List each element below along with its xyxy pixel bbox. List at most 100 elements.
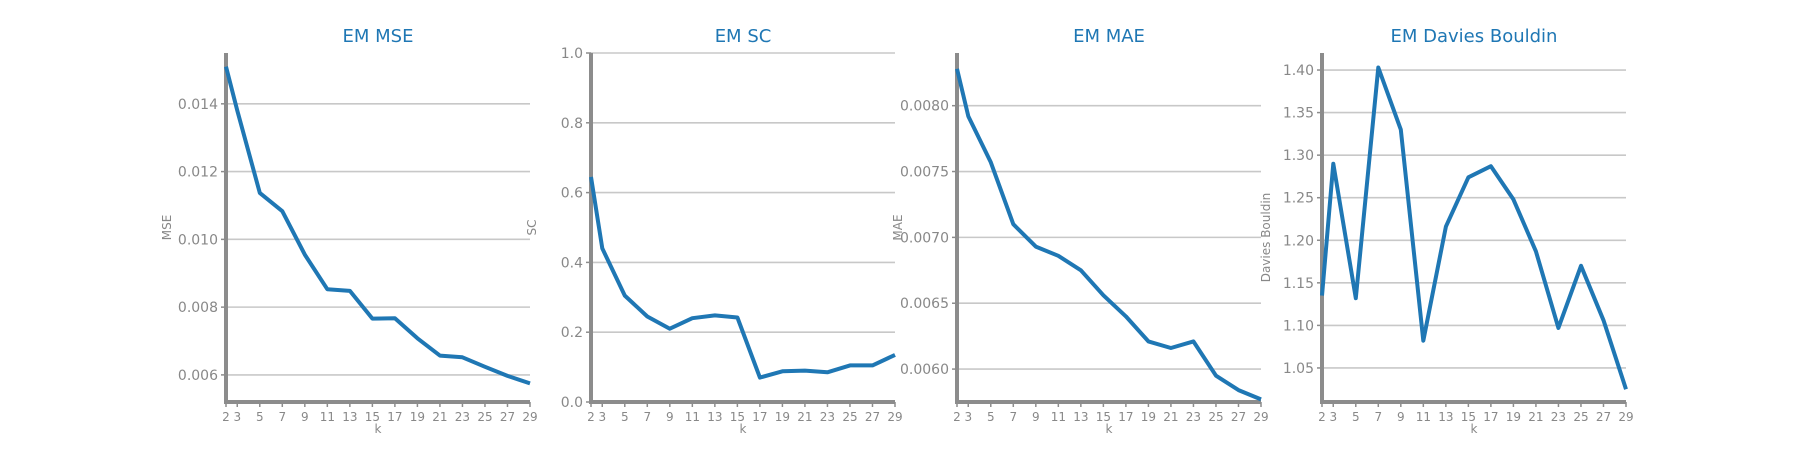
x-tick-label: 25 — [1208, 410, 1223, 424]
x-tick-label: 11 — [685, 410, 700, 424]
x-tick-label: 9 — [301, 410, 309, 424]
series-line — [589, 176, 896, 380]
chart-panel-3: 0.0060 0.0065 0.0070 0.0075 0.0080 2 3 5 7 9 11 13 1… — [891, 26, 1269, 436]
y-tick-label: 0.008 — [178, 300, 218, 316]
y-tick-label: 0.4 — [561, 255, 583, 271]
x-tick-label: 3 — [964, 410, 972, 424]
x-tick-label: 21 — [432, 410, 447, 424]
y-tick-label: 0.0080 — [900, 99, 949, 115]
y-tick-label: 1.15 — [1283, 276, 1314, 292]
y-axis-label: SC — [525, 220, 539, 236]
x-tick-label: 19 — [775, 410, 790, 424]
x-tick-label: 3 — [1329, 410, 1337, 424]
chart-title: EM SC — [715, 26, 772, 47]
y-tick-label: 1.20 — [1283, 233, 1314, 249]
x-tick-label: 29 — [522, 410, 537, 424]
y-tick-label: 0.6 — [561, 186, 583, 202]
series-line — [224, 66, 531, 386]
y-tick-label: 0.010 — [178, 232, 218, 248]
x-tick-label: 7 — [1009, 410, 1017, 424]
y-tick-label: 0.0065 — [900, 296, 949, 312]
x-tick-label: 23 — [1186, 410, 1201, 424]
series-line — [1320, 65, 1628, 390]
x-tick-label: 13 — [707, 410, 722, 424]
x-tick-label: 9 — [1397, 410, 1405, 424]
y-tick-label: 1.35 — [1283, 106, 1314, 122]
x-tick-label: 27 — [500, 410, 515, 424]
x-tick-label: 7 — [278, 410, 286, 424]
x-tick-label: 17 — [1483, 410, 1498, 424]
x-tick-label: 27 — [865, 410, 880, 424]
x-tick-label: 11 — [1051, 410, 1066, 424]
x-tick-label: 19 — [1506, 410, 1521, 424]
x-tick-label: 29 — [887, 410, 902, 424]
x-tick-label: 17 — [752, 410, 767, 424]
x-tick-label: 15 — [1461, 410, 1476, 424]
x-tick-label: 21 — [1163, 410, 1178, 424]
y-tick-label: 1.10 — [1283, 318, 1314, 334]
x-axis-label: k — [375, 422, 382, 436]
chart-panel-2: 0.0 0.2 0.4 0.6 0.8 1.0 2 3 5 7 9 11 13 15 17 19 21 23 25 2… — [525, 26, 903, 436]
y-tick-label: 1.05 — [1283, 361, 1314, 377]
y-tick-label: 0.2 — [561, 325, 583, 341]
x-tick-label: 29 — [1618, 410, 1633, 424]
x-tick-label: 2 — [222, 410, 230, 424]
y-tick-label: 0.0075 — [900, 165, 949, 181]
y-tick-label: 0.012 — [178, 165, 218, 181]
y-tick-label: 0.0 — [561, 395, 583, 411]
y-tick-label: 1.25 — [1283, 191, 1314, 207]
y-tick-label: 1.40 — [1283, 63, 1314, 79]
x-axis-label: k — [1471, 422, 1478, 436]
x-tick-label: 5 — [256, 410, 264, 424]
y-axis-label: MSE — [160, 215, 174, 241]
y-tick-label: 0.006 — [178, 368, 218, 384]
x-tick-label: 9 — [1032, 410, 1040, 424]
chart-panel-1: 0.006 0.008 0.010 0.012 0.014 2 3 5 7 9 11 13 15 17 19… — [160, 26, 538, 436]
x-tick-label: 27 — [1231, 410, 1246, 424]
x-tick-label: 15 — [1096, 410, 1111, 424]
x-tick-label: 15 — [730, 410, 745, 424]
y-tick-label: 0.014 — [178, 97, 218, 113]
x-tick-label: 13 — [342, 410, 357, 424]
x-tick-label: 23 — [820, 410, 835, 424]
x-tick-label: 11 — [320, 410, 335, 424]
x-tick-label: 5 — [1352, 410, 1360, 424]
x-tick-label: 21 — [797, 410, 812, 424]
x-tick-label: 17 — [1118, 410, 1133, 424]
x-tick-label: 7 — [1374, 410, 1382, 424]
x-tick-label: 7 — [643, 410, 651, 424]
series-line — [955, 68, 1262, 402]
y-tick-label: 1.30 — [1283, 148, 1314, 164]
x-tick-label: 15 — [365, 410, 380, 424]
x-tick-label: 25 — [842, 410, 857, 424]
x-tick-label: 2 — [953, 410, 961, 424]
x-tick-label: 19 — [410, 410, 425, 424]
x-tick-label: 17 — [387, 410, 402, 424]
chart-title: EM MSE — [343, 26, 414, 47]
y-tick-label: 0.8 — [561, 116, 583, 132]
x-axis-label: k — [1106, 422, 1113, 436]
x-tick-label: 29 — [1253, 410, 1268, 424]
x-tick-label: 25 — [1573, 410, 1588, 424]
x-tick-label: 3 — [598, 410, 606, 424]
x-tick-label: 5 — [621, 410, 629, 424]
chart-title: EM MAE — [1073, 26, 1145, 47]
y-tick-label: 1.0 — [561, 46, 583, 62]
y-axis-label: MAE — [891, 214, 905, 240]
x-axis-label: k — [740, 422, 747, 436]
x-tick-label: 25 — [477, 410, 492, 424]
x-tick-label: 5 — [987, 410, 995, 424]
chart-title: EM Davies Bouldin — [1391, 26, 1558, 47]
x-tick-label: 11 — [1416, 410, 1431, 424]
x-tick-label: 2 — [1318, 410, 1326, 424]
chart-panel-4: 1.05 1.10 1.15 1.20 1.25 1.30 1.35 1.40 2 3 5 7 9 11 1… — [1259, 26, 1634, 436]
x-tick-label: 27 — [1596, 410, 1611, 424]
x-tick-label: 3 — [233, 410, 241, 424]
x-tick-label: 9 — [666, 410, 674, 424]
x-tick-label: 13 — [1438, 410, 1453, 424]
x-tick-label: 13 — [1073, 410, 1088, 424]
y-tick-label: 0.0060 — [900, 362, 949, 378]
x-tick-label: 23 — [455, 410, 470, 424]
x-tick-label: 19 — [1141, 410, 1156, 424]
